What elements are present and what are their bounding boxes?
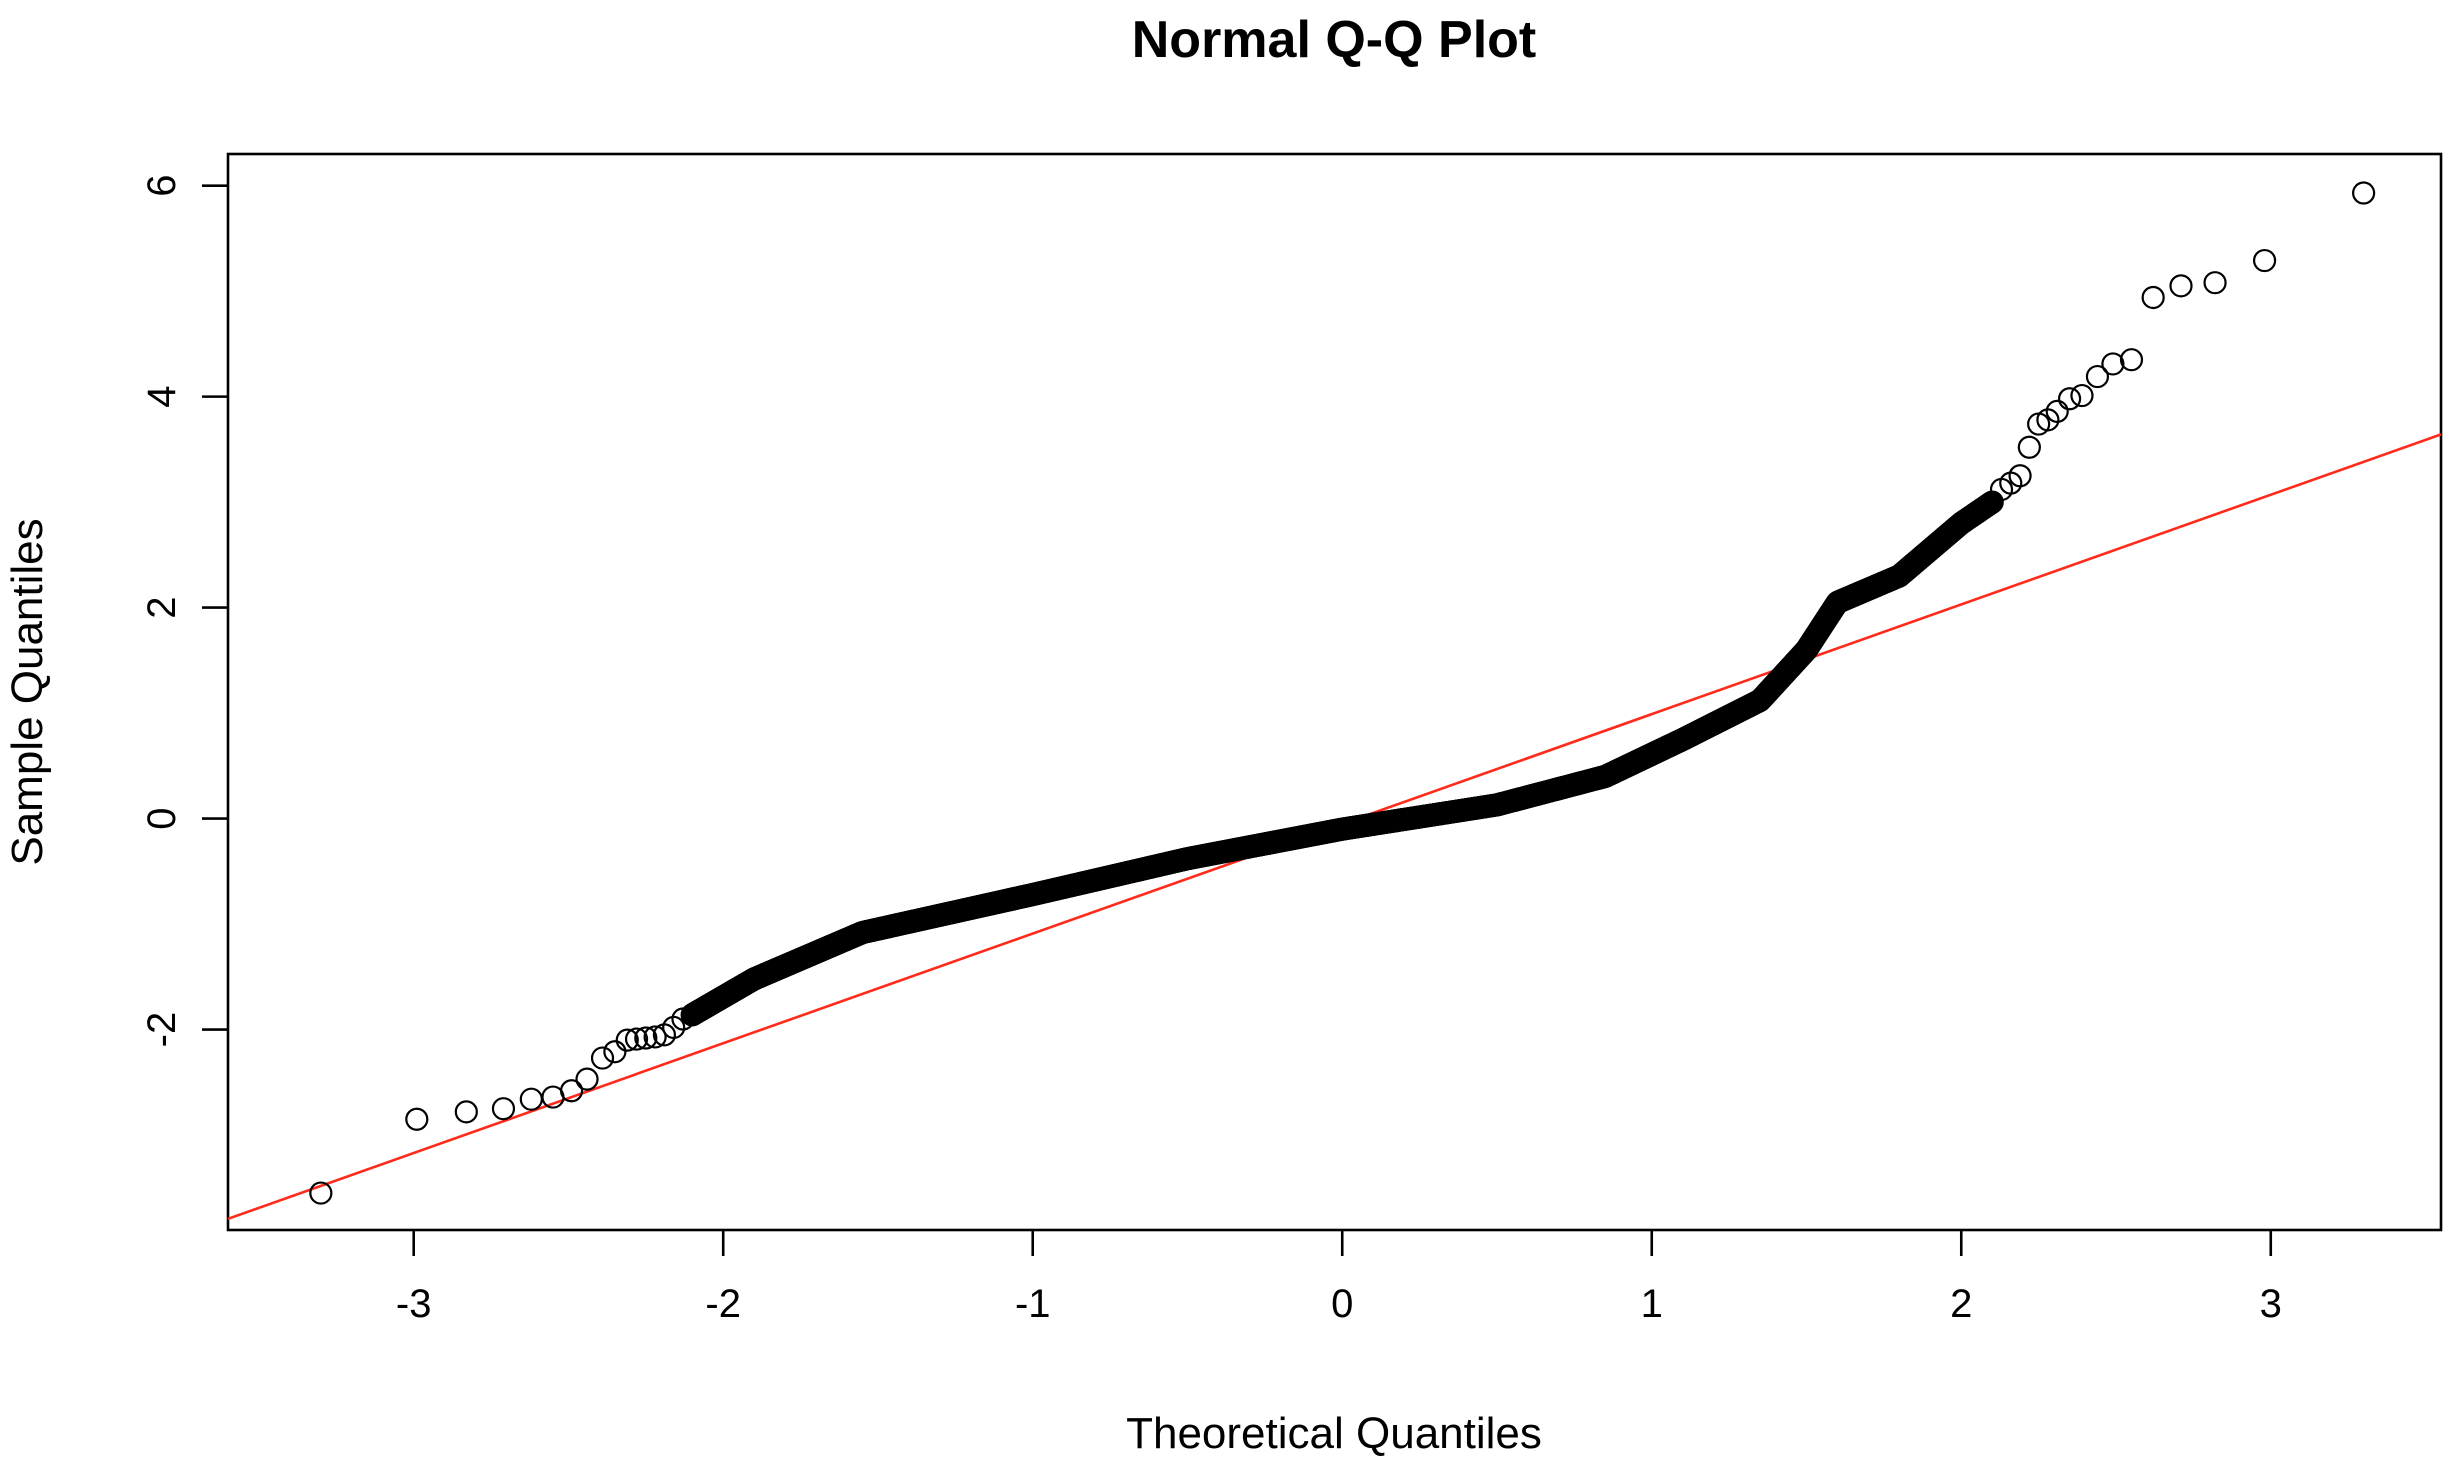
x-tick-label: 1 bbox=[1641, 1282, 1663, 1326]
x-tick-label: 3 bbox=[2260, 1282, 2282, 1326]
data-point bbox=[634, 1026, 658, 1050]
y-axis-title: Sample Quantiles bbox=[3, 518, 52, 865]
data-point bbox=[2017, 435, 2041, 459]
data-point bbox=[2203, 271, 2227, 295]
y-tick-label: 6 bbox=[140, 175, 184, 197]
y-tick-label: -2 bbox=[140, 1012, 184, 1048]
chart-title: Normal Q-Q Plot bbox=[1132, 11, 1536, 69]
data-point bbox=[2252, 248, 2277, 273]
data-point bbox=[603, 1040, 627, 1064]
x-tick-label: -3 bbox=[396, 1282, 432, 1326]
data-point bbox=[643, 1025, 667, 1049]
data-point bbox=[491, 1097, 516, 1121]
plot-frame bbox=[226, 152, 2443, 1232]
data-point bbox=[2070, 383, 2094, 408]
data-point bbox=[575, 1067, 599, 1091]
data-point bbox=[2141, 285, 2165, 310]
data-point bbox=[309, 1181, 333, 1205]
data-point bbox=[454, 1100, 478, 1124]
data-point bbox=[662, 1015, 686, 1040]
x-axis: -3 -2 -1 0 1 2 3 bbox=[396, 1230, 2282, 1326]
data-point bbox=[2169, 274, 2193, 298]
x-tick-label: 0 bbox=[1331, 1282, 1353, 1326]
data-point bbox=[2008, 464, 2032, 488]
x-tick-label: 2 bbox=[1950, 1282, 1972, 1326]
data-point bbox=[559, 1079, 584, 1103]
y-axis: -2 0 2 4 6 bbox=[140, 175, 228, 1048]
y-tick-label: 0 bbox=[140, 807, 184, 829]
y-tick-label: 4 bbox=[140, 386, 184, 408]
data-point bbox=[2057, 387, 2082, 411]
data-point bbox=[2045, 399, 2069, 423]
data-point bbox=[2101, 352, 2125, 376]
x-tick-label: -2 bbox=[705, 1282, 741, 1326]
data-point bbox=[2085, 364, 2110, 389]
data-point bbox=[615, 1028, 639, 1052]
x-tick-label: -1 bbox=[1015, 1282, 1051, 1326]
y-tick-label: 2 bbox=[140, 596, 184, 618]
data-point bbox=[519, 1087, 543, 1111]
data-point bbox=[405, 1107, 429, 1131]
data-point bbox=[2352, 181, 2376, 205]
data-point bbox=[2119, 348, 2144, 372]
points-layer bbox=[309, 181, 2376, 1205]
x-axis-title: Theoretical Quantiles bbox=[1126, 1409, 1542, 1458]
data-point bbox=[590, 1046, 615, 1070]
data-point bbox=[680, 1003, 704, 1027]
data-point bbox=[624, 1027, 649, 1051]
